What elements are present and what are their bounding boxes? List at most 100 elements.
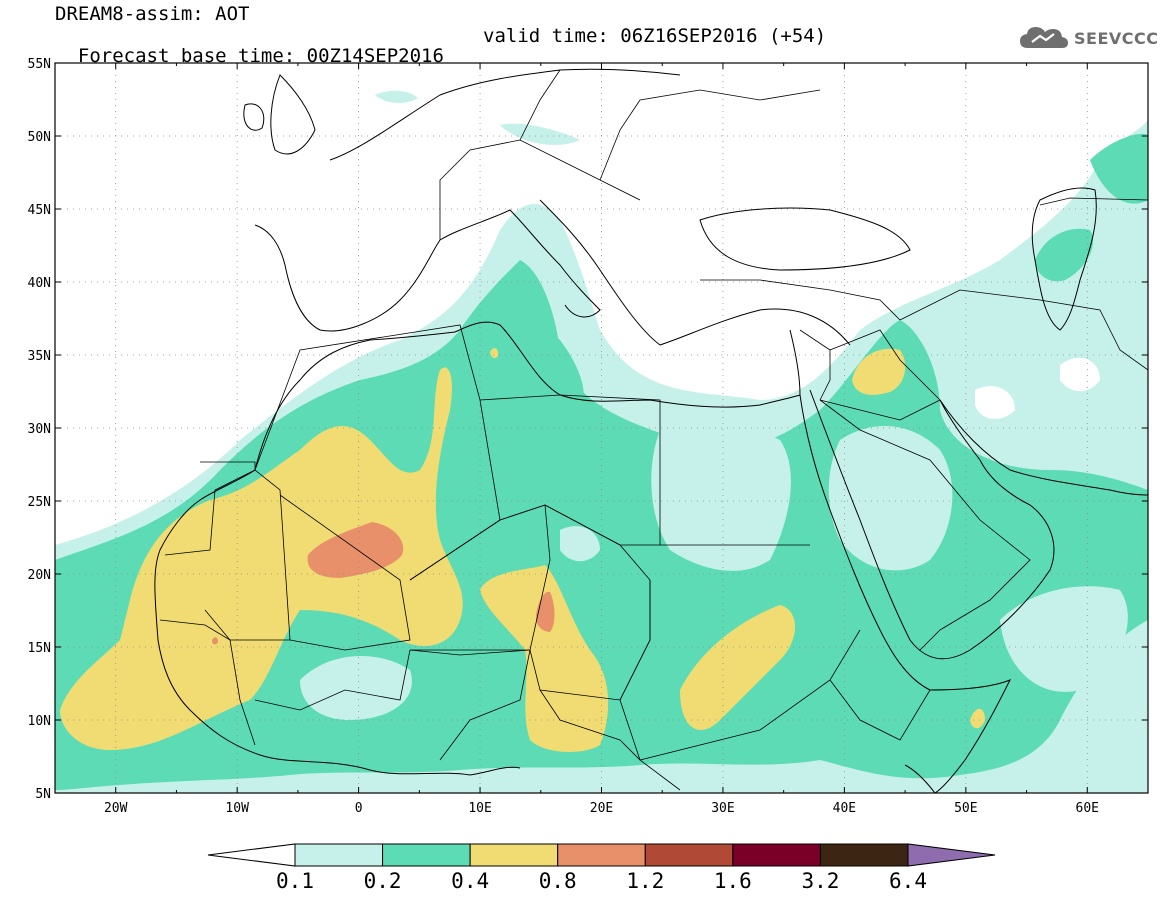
coast-iberia [254,224,441,332]
title-line-2: Forecast base time: 00Z14SEP2016 valid t… [55,26,826,86]
coast-horn [929,679,1012,793]
aot-band-0.2-libya [465,311,584,433]
coast-west-africa [154,469,471,776]
axis-ticks [54,62,1149,794]
coast-levant [789,329,801,396]
colorbar-segment [819,843,909,867]
aot-hole-iran [1060,357,1100,392]
border-sahel-south [254,649,411,711]
aot-band-0.4-sudan [680,605,795,730]
aot-hole-iran-2 [975,386,1015,420]
aot-hole-chad [560,526,600,562]
coast-red-sea-west [799,394,931,691]
lat-tick-label: 50N [28,130,51,145]
lat-tick-label: 25N [28,495,51,510]
border-turkey [700,279,901,321]
logo-text: SEEVCCC [1074,28,1159,48]
colorbar-label: 6.4 [889,869,927,893]
coast-balkans [539,199,851,346]
lon-tick-label: 10E [468,801,491,816]
coast-black-sea [699,207,911,271]
aot-band-0.2-caspian [1035,228,1094,282]
coast-kenya [904,764,936,793]
lon-tick-label: 0 [355,801,363,816]
border-west-africa-small [159,619,256,746]
colorbar-segment [732,843,821,867]
colorbar-segment [557,843,646,867]
border-saudi [819,399,1031,651]
coast-gulf-guinea [469,766,521,776]
coastlines [154,68,1148,793]
aot-hole-sahel [300,656,412,720]
border-iraq [819,329,941,421]
lon-tick-label: 50E [954,801,977,816]
colorbar: 0.1 0.2 0.4 0.8 1.2 1.6 3.2 6.4 [207,843,996,893]
coast-iran [939,399,1148,496]
coast-ireland [243,103,265,131]
coast-arabia [809,389,1055,660]
aot-hole-hoa [1000,586,1128,692]
colorbar-label: 0.8 [539,869,577,893]
aot-band-0.4-chad [480,565,609,752]
colorbar-segment [469,843,559,867]
lat-tick-label: 5N [35,787,51,802]
base-time: Forecast base time: 00Z14SEP2016 [77,45,444,67]
lat-tick-label: 55N [28,57,51,72]
aot-band-0.4-somalia [970,708,985,729]
lat-axis-labels: 55N 50N 45N 40N 35N 30N 25N 20N 15N 10N 5N [28,57,51,802]
border-kazakh [1039,197,1148,206]
valid-time: valid time: 06Z16SEP2016 (+54) [483,25,827,47]
border-mali [279,494,411,651]
lon-tick-label: 40E [833,801,856,816]
colorbar-high-triangle [907,843,996,867]
border-europe-2 [519,69,561,141]
lat-tick-label: 30N [28,422,51,437]
aot-hole-egypt [651,423,791,571]
lat-tick-label: 40N [28,276,51,291]
coast-north-europe [329,68,681,161]
border-morocco [164,469,256,556]
title-line-1: DREAM8-assim: AOT [55,3,250,25]
lon-tick-label: 30E [711,801,734,816]
lat-tick-label: 20N [28,568,51,583]
lat-tick-label: 15N [28,641,51,656]
lon-tick-label: 60E [1076,801,1099,816]
lat-tick-label: 35N [28,349,51,364]
border-nigeria [409,649,531,761]
lon-tick-label: 20E [590,801,613,816]
colorbar-label: 3.2 [801,869,839,893]
colorbar-segment [294,843,384,867]
colorbar-label: 1.6 [714,869,752,893]
coast-uk [270,74,316,155]
lat-tick-label: 10N [28,714,51,729]
border-europe-3 [599,89,821,181]
gridlines [55,63,1148,793]
lon-tick-label: 10W [225,801,249,816]
border-car [539,689,681,791]
border-ethiopia [829,679,931,741]
aot-band-0.2-ne [1090,133,1148,204]
border-syria [799,329,831,401]
colorbar-label: 1.2 [626,869,664,893]
colorbar-label: 0.4 [451,869,489,893]
lon-tick-label: 20W [104,801,128,816]
aot-band-0.8-guinea [212,637,218,645]
colorbar-segment [382,843,471,867]
aot-band-0.1-north [500,123,580,145]
coast-italy [439,209,601,318]
border-niger [409,504,551,651]
coast-north-africa [254,321,801,471]
lon-axis-labels: 20W 10W 0 10E 20E 30E 40E 50E 60E [104,801,1099,816]
border-iran [899,289,1148,371]
aot-band-0.1-iberia [375,90,418,104]
aot-band-0.8-mali [307,522,404,578]
aot-band-0.4-iraq [852,348,906,395]
lat-tick-label: 45N [28,203,51,218]
colorbar-low-triangle [207,843,296,867]
borders [159,69,1148,791]
seevccc-logo: SEEVCCC [1018,23,1159,53]
aot-hole-arabia [828,426,953,571]
colorbar-segment [644,843,734,867]
colorbar-label: 0.1 [276,869,314,893]
